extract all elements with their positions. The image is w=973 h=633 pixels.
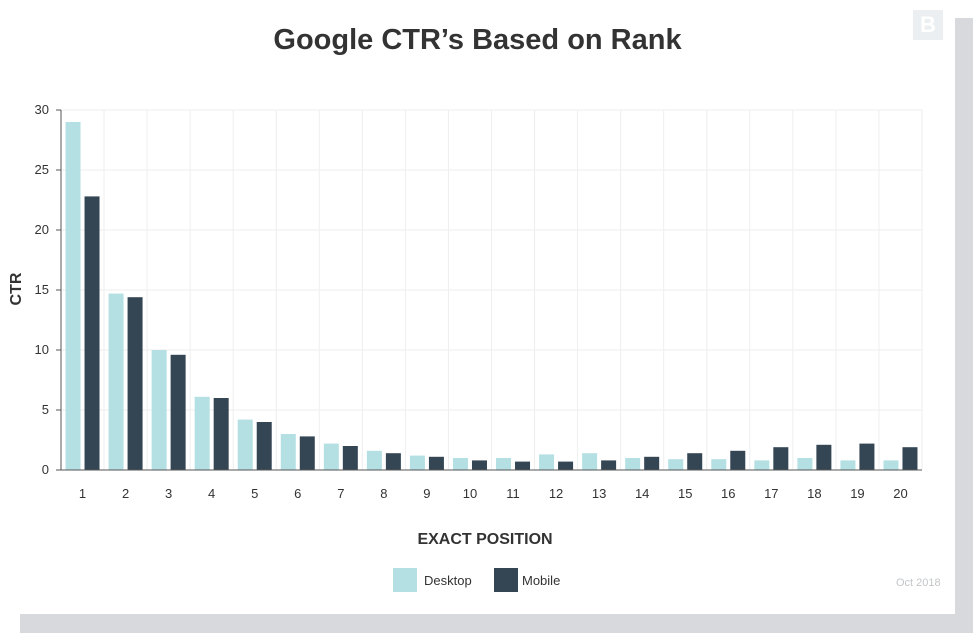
y-tick-label: 10 (35, 342, 49, 357)
x-tick-label: 5 (251, 486, 258, 501)
bar-mobile-4 (213, 398, 229, 470)
bar-desktop-5 (237, 419, 253, 470)
bar-mobile-8 (385, 453, 401, 470)
y-tick-label: 5 (42, 402, 49, 417)
y-tick-label: 0 (42, 462, 49, 477)
x-tick-label: 19 (850, 486, 864, 501)
bar-desktop-9 (409, 455, 425, 470)
x-tick-label: 20 (893, 486, 907, 501)
bar-desktop-14 (625, 458, 641, 470)
bar-desktop-3 (151, 350, 167, 470)
bar-mobile-15 (687, 453, 703, 470)
x-tick-label: 10 (463, 486, 477, 501)
x-tick-label: 2 (122, 486, 129, 501)
bar-desktop-7 (323, 443, 339, 470)
card-shadow-bottom (20, 614, 973, 633)
bar-desktop-16 (711, 459, 727, 470)
bar-desktop-13 (582, 453, 598, 470)
x-tick-label: 12 (549, 486, 563, 501)
bar-desktop-10 (452, 458, 468, 470)
y-tick-label: 20 (35, 222, 49, 237)
x-tick-label: 4 (208, 486, 215, 501)
bar-desktop-11 (496, 458, 512, 470)
bar-mobile-11 (515, 461, 531, 470)
bars (65, 122, 918, 470)
x-tick-label: 17 (764, 486, 778, 501)
legend-label-mobile: Mobile (522, 573, 561, 588)
bar-desktop-1 (65, 122, 81, 470)
brand-logo: B (913, 10, 943, 40)
x-tick-label: 14 (635, 486, 649, 501)
date-note: Oct 2018 (896, 577, 941, 589)
bar-mobile-14 (644, 456, 660, 470)
bar-mobile-17 (773, 447, 789, 470)
y-tick-label: 30 (35, 102, 49, 117)
card-shadow-right (955, 18, 973, 633)
x-tick-label: 6 (294, 486, 301, 501)
bar-mobile-1 (84, 196, 100, 470)
x-tick-label: 3 (165, 486, 172, 501)
bar-desktop-12 (539, 454, 555, 470)
bar-mobile-20 (902, 447, 918, 470)
x-tick-label: 1 (79, 486, 86, 501)
y-tick-label: 15 (35, 282, 49, 297)
x-tick-label: 7 (337, 486, 344, 501)
bar-mobile-13 (601, 460, 617, 470)
chart-title: Google CTR’s Based on Rank (273, 24, 682, 56)
x-axis-title: EXACT POSITION (417, 531, 552, 548)
bar-desktop-2 (108, 293, 124, 470)
bar-mobile-9 (428, 456, 444, 470)
bar-desktop-19 (840, 460, 856, 470)
bar-mobile-5 (256, 422, 272, 470)
bar-mobile-6 (299, 436, 315, 470)
bar-desktop-15 (668, 459, 684, 470)
x-tick-label: 18 (807, 486, 821, 501)
bar-desktop-8 (366, 450, 382, 470)
bar-desktop-4 (194, 396, 210, 470)
x-tick-label: 16 (721, 486, 735, 501)
bar-mobile-10 (471, 460, 487, 470)
x-tick-label: 8 (380, 486, 387, 501)
y-tick-label: 25 (35, 162, 49, 177)
bar-mobile-12 (558, 461, 574, 470)
x-tick-label: 15 (678, 486, 692, 501)
bar-desktop-17 (754, 460, 770, 470)
legend-swatch-desktop (393, 568, 417, 592)
grid-lines (60, 109, 923, 470)
bar-mobile-3 (170, 354, 186, 470)
bar-mobile-16 (730, 450, 746, 470)
x-tick-label: 11 (506, 486, 520, 501)
y-axis-title: CTR (8, 272, 25, 305)
bar-mobile-18 (816, 444, 832, 470)
x-tick-label: 9 (423, 486, 430, 501)
legend-swatch-mobile (494, 568, 518, 592)
bar-mobile-19 (859, 443, 875, 470)
bar-desktop-20 (883, 460, 899, 470)
bar-desktop-6 (280, 434, 296, 470)
bar-mobile-2 (127, 297, 143, 470)
legend-label-desktop: Desktop (424, 573, 472, 588)
x-tick-label: 13 (592, 486, 606, 501)
bar-mobile-7 (342, 446, 358, 470)
bar-desktop-18 (797, 458, 813, 470)
